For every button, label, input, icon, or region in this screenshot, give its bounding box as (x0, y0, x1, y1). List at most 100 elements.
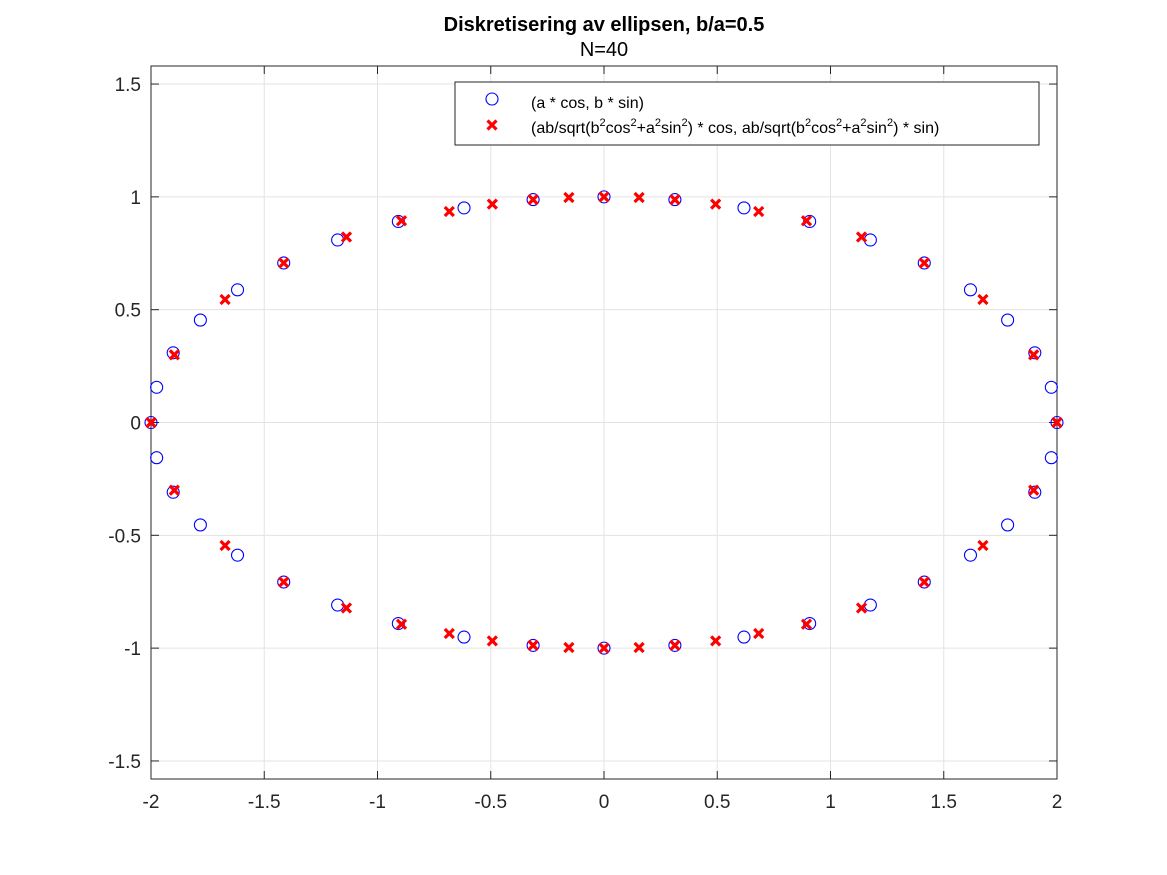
x-tick-label: -1 (369, 792, 386, 813)
cross-stroke (340, 231, 353, 243)
y-tick-label: 0 (130, 414, 141, 435)
cross-stroke (443, 205, 455, 218)
cross-stroke (1028, 349, 1040, 361)
cross-stroke (219, 539, 231, 552)
cross-stroke (753, 205, 765, 218)
legend-text-part: +a (842, 120, 860, 137)
cross-point (918, 257, 930, 269)
circle-point (457, 201, 471, 215)
cross-stroke (443, 627, 455, 640)
x-tick-label: -2 (143, 792, 160, 813)
series-crosses (145, 191, 1063, 654)
cross-stroke (800, 618, 813, 630)
cross-point (395, 215, 408, 227)
cross-stroke (340, 602, 353, 614)
cross-stroke (563, 191, 575, 204)
cross-stroke (278, 257, 290, 269)
legend-text-part: ) * sin) (893, 120, 939, 137)
data-points (144, 190, 1064, 655)
y-tick-label: -1 (124, 639, 141, 660)
circle-point (668, 193, 682, 207)
y-tick-label: -1.5 (108, 752, 141, 773)
circle-point (166, 485, 180, 499)
circle-point (193, 313, 207, 327)
cross-point (443, 627, 455, 640)
legend-superscript: 2 (887, 117, 893, 129)
cross-point (527, 193, 539, 206)
legend-marker-circle (485, 92, 499, 106)
cross-point (800, 618, 813, 630)
cross-stroke (486, 198, 498, 210)
cross-point (753, 627, 765, 640)
cross-stroke (855, 602, 868, 614)
legend-text-part: ) * cos, ab/sqrt(b (688, 120, 805, 137)
circle-point (277, 256, 291, 270)
legend-text-part: cos (811, 120, 836, 137)
cross-stroke (598, 191, 610, 203)
circle-point (150, 451, 164, 465)
legend-text-part: cos (606, 120, 631, 137)
cross-stroke (486, 119, 498, 131)
cross-point (563, 641, 575, 654)
cross-stroke (486, 635, 498, 647)
circle-point (526, 193, 540, 207)
circle-point (1028, 346, 1042, 360)
cross-point (340, 231, 353, 243)
legend-marker-cross (486, 119, 498, 131)
y-tick-label: 1.5 (115, 75, 141, 96)
legend-text-part: sin (661, 120, 681, 137)
x-tick-label: -0.5 (474, 792, 507, 813)
cross-point (1028, 484, 1040, 496)
legend-text-part: sin (866, 120, 886, 137)
cross-stroke (669, 193, 681, 206)
circle-point (457, 630, 471, 644)
cross-point (633, 641, 645, 654)
cross-stroke (527, 639, 539, 652)
cross-point (977, 293, 989, 306)
cross-point (486, 635, 498, 647)
chart-subtitle: N=40 (580, 39, 628, 61)
cross-point (219, 539, 231, 552)
cross-point (443, 205, 455, 218)
cross-stroke (753, 627, 765, 640)
circle-point (150, 380, 164, 394)
legend-superscript: 2 (599, 117, 605, 129)
legend: (a * cos, b * sin) (ab/sqrt(b2cos2+a2sin… (454, 81, 1040, 146)
x-tick-label: -1.5 (248, 792, 281, 813)
x-tick-label: 2 (1052, 792, 1063, 813)
y-tick-label: -0.5 (108, 526, 141, 547)
cross-stroke (855, 231, 868, 243)
legend-markers (485, 92, 499, 131)
x-tick-label: 1 (825, 792, 836, 813)
cross-point (598, 642, 610, 654)
cross-point (855, 231, 868, 243)
circle-point (144, 415, 158, 430)
circle-point (737, 201, 751, 215)
cross-point (633, 191, 645, 204)
legend-box (454, 81, 1040, 146)
circle-point (597, 190, 611, 204)
circle-point (1001, 313, 1015, 327)
cross-point (168, 349, 180, 361)
legend-text-part: +a (637, 120, 655, 137)
axis-ticks: -2 -1.5 -1 -0.5 0 0.5 1 1.5 2-1.5-1-0.500.511.5 (108, 66, 1062, 813)
circle-point (963, 283, 978, 297)
cross-stroke (278, 576, 290, 588)
circle-point (230, 548, 245, 562)
circle-point (1044, 380, 1058, 394)
cross-stroke (395, 618, 408, 630)
cross-point (145, 416, 157, 429)
cross-stroke (977, 293, 989, 306)
series-circles (144, 190, 1064, 655)
cross-point (753, 205, 765, 218)
legend-superscript: 2 (805, 117, 811, 129)
cross-point (710, 198, 722, 210)
x-tick-label: 1.5 (931, 792, 957, 813)
cross-stroke (563, 641, 575, 654)
cross-point (800, 215, 813, 227)
circle-point (1028, 485, 1042, 499)
cross-point (669, 639, 681, 652)
legend-superscript: 2 (860, 117, 866, 129)
circle-point (597, 641, 611, 655)
